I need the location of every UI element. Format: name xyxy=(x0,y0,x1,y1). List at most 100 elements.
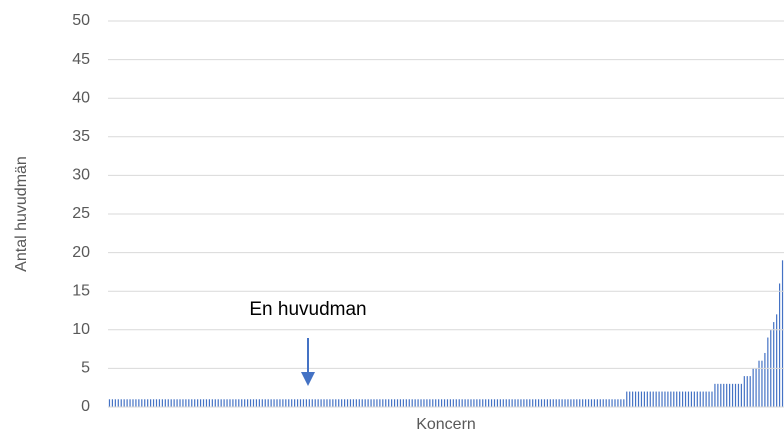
bar xyxy=(637,391,640,407)
bar xyxy=(199,399,202,407)
bar xyxy=(176,399,178,407)
bar xyxy=(385,399,387,407)
bar xyxy=(767,337,769,407)
bar xyxy=(182,399,184,407)
y-tick-label: 45 xyxy=(72,51,90,68)
bar xyxy=(488,399,490,407)
bar xyxy=(152,399,155,407)
bar xyxy=(358,399,360,407)
bar xyxy=(764,352,766,407)
bar xyxy=(608,399,610,407)
bar xyxy=(170,399,172,407)
bar xyxy=(379,399,381,407)
bar xyxy=(720,383,722,407)
y-tick-label: 15 xyxy=(72,282,90,299)
bar xyxy=(217,399,219,407)
bar xyxy=(126,399,128,407)
bar xyxy=(582,399,584,407)
bar xyxy=(235,399,237,407)
bar xyxy=(282,399,284,407)
bar xyxy=(314,399,316,407)
bar xyxy=(485,399,487,407)
bar xyxy=(164,399,166,407)
bar xyxy=(564,399,566,407)
bar xyxy=(682,391,684,407)
bar xyxy=(376,399,378,407)
bar xyxy=(223,399,225,407)
bar xyxy=(667,391,669,407)
bar xyxy=(232,399,234,407)
bar xyxy=(449,399,452,407)
bar xyxy=(546,399,548,407)
bar xyxy=(537,399,540,407)
bar xyxy=(670,391,672,407)
bar xyxy=(370,399,372,407)
bar xyxy=(640,391,643,407)
bar xyxy=(687,391,690,407)
bar xyxy=(540,399,543,407)
bar xyxy=(552,399,554,407)
bar xyxy=(629,391,631,407)
bar xyxy=(693,391,695,407)
bar xyxy=(185,399,187,407)
bar xyxy=(737,383,740,407)
bar xyxy=(391,399,393,407)
bar xyxy=(758,360,760,407)
bar xyxy=(252,399,255,407)
bar xyxy=(529,399,531,407)
bar xyxy=(114,399,116,407)
y-tick-label: 25 xyxy=(72,205,90,222)
bar xyxy=(294,399,296,407)
bar xyxy=(464,399,466,407)
bar xyxy=(255,399,258,407)
bar xyxy=(676,391,678,407)
bar xyxy=(561,399,563,407)
bar xyxy=(611,399,613,407)
bar xyxy=(320,399,322,407)
bar xyxy=(684,391,687,407)
bar xyxy=(155,399,158,407)
bar xyxy=(308,399,310,407)
bar xyxy=(643,391,645,407)
bar xyxy=(393,399,396,407)
bar xyxy=(135,399,137,407)
bar xyxy=(632,391,634,407)
bar xyxy=(364,399,366,407)
bar xyxy=(523,399,525,407)
bar xyxy=(238,399,240,407)
bar xyxy=(241,399,243,407)
bar xyxy=(520,399,522,407)
bar xyxy=(479,399,481,407)
bar xyxy=(211,399,213,407)
bar xyxy=(202,399,205,407)
bar xyxy=(505,399,507,407)
bar xyxy=(382,399,384,407)
bar xyxy=(355,399,357,407)
bar xyxy=(388,399,390,407)
bar xyxy=(173,399,175,407)
bar xyxy=(344,399,346,407)
bar xyxy=(249,399,252,407)
bar xyxy=(570,399,572,407)
y-tick-label: 10 xyxy=(72,321,90,338)
bar xyxy=(590,399,593,407)
bar xyxy=(123,399,125,407)
bar xyxy=(526,399,528,407)
bar xyxy=(490,399,493,407)
bar xyxy=(361,399,363,407)
bar xyxy=(499,399,501,407)
bar xyxy=(285,399,287,407)
y-tick-label: 40 xyxy=(72,89,90,106)
bar xyxy=(558,399,560,407)
bar xyxy=(696,391,698,407)
bar xyxy=(296,399,299,407)
bar xyxy=(649,391,651,407)
bar xyxy=(443,399,446,407)
bar xyxy=(335,399,337,407)
bar xyxy=(352,399,355,407)
bar xyxy=(432,399,434,407)
bar xyxy=(702,391,704,407)
bar xyxy=(440,399,443,407)
bar xyxy=(270,399,272,407)
bar xyxy=(147,399,149,407)
